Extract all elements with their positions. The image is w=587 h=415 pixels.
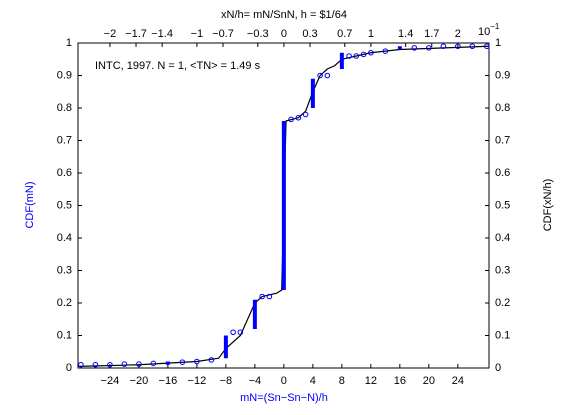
cdf-point — [107, 361, 113, 368]
y-tick-label: 0.3 — [57, 264, 72, 276]
y-tick-label: 0.8 — [57, 102, 72, 114]
y2-tick-label: 0.2 — [495, 297, 510, 309]
cdf-point — [346, 53, 352, 59]
x-tick-label: −8 — [220, 375, 233, 387]
x2-tick-label: −0.3 — [247, 28, 269, 40]
cdf-point — [440, 43, 447, 50]
y-tick-label: 0.1 — [57, 329, 72, 341]
y-tick-label: 0.5 — [57, 199, 72, 211]
cdf-point — [353, 53, 360, 59]
x2-tick-label: 0 — [281, 28, 287, 40]
x2-tick-label: −2 — [104, 28, 117, 40]
cdf-point — [302, 111, 309, 118]
y2-tick-label: 0.3 — [495, 264, 510, 276]
cdf-point — [288, 116, 294, 123]
x2-multiplier: 10−1 — [478, 22, 500, 38]
x-tick-label: 24 — [452, 375, 464, 387]
y-tick-label: 0 — [66, 362, 72, 374]
cdf-point — [266, 293, 273, 300]
cdf-point — [208, 357, 215, 363]
x-tick-label: −12 — [188, 375, 207, 387]
x2-tick-label: 2 — [455, 28, 461, 40]
y2-axis-label: CDF(xN/h) — [542, 179, 554, 232]
cdf-point — [78, 361, 84, 368]
cdf-point — [194, 358, 200, 365]
x-tick-label: −4 — [249, 375, 262, 387]
cdf-point — [455, 43, 461, 50]
y2-tick-label: 0.6 — [495, 167, 510, 179]
cdf-point — [179, 359, 186, 365]
y-tick-label: 0.9 — [57, 69, 72, 81]
cdf-point — [150, 360, 157, 367]
x2-tick-label: 0.3 — [302, 28, 317, 40]
multiplier-exponent: −1 — [490, 22, 500, 31]
x2-tick-label: 1 — [368, 28, 374, 40]
x-axis-label: mN=(Sn−Sn−N)/h — [240, 392, 328, 404]
cdf-point — [237, 329, 244, 336]
cdf-point — [230, 329, 236, 336]
cdf-point — [121, 361, 128, 367]
x-tick-label: −20 — [130, 375, 149, 387]
cdf-point — [469, 43, 476, 50]
cdf-point — [317, 72, 323, 79]
y-tick-label: 0.7 — [57, 134, 72, 146]
y-axis-label: CDF(mN) — [24, 181, 36, 228]
multiplier-base: 10 — [478, 26, 490, 38]
x-tick-label: 4 — [310, 375, 316, 387]
cdf-point — [295, 114, 302, 121]
x-tick-label: −24 — [101, 375, 120, 387]
cdf-point — [259, 293, 265, 300]
y-tick-label: 0.6 — [57, 167, 72, 179]
y2-tick-label: 0.7 — [495, 134, 510, 146]
annotation: INTC, 1997. N = 1, <TN> = 1.49 s — [95, 60, 261, 72]
cdf-point — [411, 45, 418, 51]
x2-axis-label: xN/h= mN/SnN, h = $1/64 — [221, 9, 347, 21]
x2-tick-label: −0.7 — [212, 28, 234, 40]
x-tick-label: 0 — [281, 375, 287, 387]
cdf-point — [382, 48, 389, 54]
cdf-point — [426, 45, 432, 51]
x2-tick-label: 0.7 — [337, 28, 352, 40]
x2-tick-label: 1.7 — [424, 28, 439, 40]
x-tick-label: 12 — [365, 375, 377, 387]
cdf-point — [324, 72, 331, 79]
y2-tick-label: 1 — [495, 37, 501, 49]
y2-tick-label: 0.5 — [495, 199, 510, 211]
x-tick-label: 8 — [339, 375, 345, 387]
y2-tick-label: 0.9 — [495, 69, 510, 81]
cdf-point — [136, 361, 142, 367]
y2-tick-label: 0 — [495, 362, 501, 374]
x-tick-label: −16 — [159, 375, 178, 387]
x-tick-label: 16 — [394, 375, 406, 387]
x2-tick-label: −1 — [191, 28, 204, 40]
y-tick-label: 1 — [66, 37, 72, 49]
y2-tick-label: 0.4 — [495, 232, 510, 244]
x2-tick-label: 1.4 — [398, 28, 413, 40]
cdf-point — [360, 51, 367, 58]
x2-tick-label: −1.7 — [125, 28, 147, 40]
cdf-point — [92, 361, 99, 368]
y2-tick-label: 0.1 — [495, 329, 510, 341]
cdf-point — [484, 43, 490, 50]
x2-tick-label: −1.4 — [151, 28, 173, 40]
x-tick-label: 20 — [423, 375, 435, 387]
y2-tick-label: 0.8 — [495, 102, 510, 114]
cdf-point — [368, 49, 374, 56]
y-tick-label: 0.2 — [57, 297, 72, 309]
y-tick-label: 0.4 — [57, 232, 72, 244]
